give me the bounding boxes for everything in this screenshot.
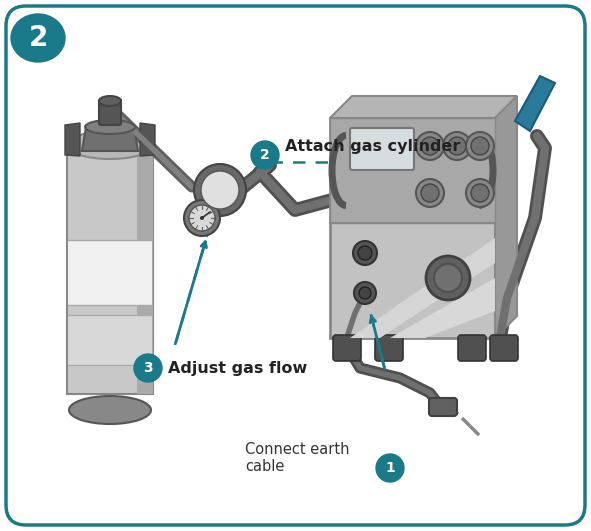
FancyBboxPatch shape bbox=[68, 240, 152, 305]
Text: 1: 1 bbox=[385, 461, 395, 475]
FancyBboxPatch shape bbox=[330, 118, 495, 338]
Circle shape bbox=[358, 246, 372, 260]
Circle shape bbox=[421, 184, 439, 202]
Text: 3: 3 bbox=[143, 361, 153, 375]
FancyBboxPatch shape bbox=[6, 6, 585, 525]
Polygon shape bbox=[515, 76, 555, 131]
Ellipse shape bbox=[99, 96, 121, 106]
Circle shape bbox=[184, 200, 220, 236]
Circle shape bbox=[443, 132, 471, 160]
Circle shape bbox=[201, 171, 239, 209]
FancyBboxPatch shape bbox=[429, 398, 457, 416]
Circle shape bbox=[426, 256, 470, 300]
FancyBboxPatch shape bbox=[99, 99, 121, 125]
Text: 2: 2 bbox=[260, 148, 270, 162]
FancyBboxPatch shape bbox=[458, 335, 486, 361]
Polygon shape bbox=[495, 96, 517, 338]
Polygon shape bbox=[390, 278, 495, 338]
Ellipse shape bbox=[85, 120, 135, 134]
FancyBboxPatch shape bbox=[333, 335, 361, 361]
Polygon shape bbox=[65, 123, 80, 156]
Circle shape bbox=[466, 132, 494, 160]
Circle shape bbox=[471, 184, 489, 202]
Polygon shape bbox=[67, 145, 153, 394]
Ellipse shape bbox=[11, 14, 65, 62]
FancyBboxPatch shape bbox=[490, 335, 518, 361]
Polygon shape bbox=[137, 145, 153, 394]
Text: Connect earth
cable: Connect earth cable bbox=[245, 442, 349, 474]
Circle shape bbox=[353, 241, 377, 265]
Circle shape bbox=[194, 164, 246, 216]
Text: 2: 2 bbox=[28, 24, 48, 52]
FancyBboxPatch shape bbox=[350, 128, 414, 170]
Circle shape bbox=[134, 354, 162, 382]
Polygon shape bbox=[82, 127, 138, 151]
FancyBboxPatch shape bbox=[375, 335, 403, 361]
FancyBboxPatch shape bbox=[330, 118, 495, 223]
Circle shape bbox=[200, 216, 204, 220]
Circle shape bbox=[421, 137, 439, 155]
Circle shape bbox=[359, 287, 371, 299]
FancyBboxPatch shape bbox=[68, 315, 152, 365]
Polygon shape bbox=[140, 123, 155, 156]
Circle shape bbox=[189, 205, 215, 231]
Circle shape bbox=[251, 141, 279, 169]
Circle shape bbox=[466, 179, 494, 207]
Circle shape bbox=[448, 137, 466, 155]
Ellipse shape bbox=[67, 131, 153, 159]
Ellipse shape bbox=[69, 396, 151, 424]
Text: Adjust gas flow: Adjust gas flow bbox=[168, 361, 307, 375]
Circle shape bbox=[416, 179, 444, 207]
Text: Attach gas cylinder: Attach gas cylinder bbox=[285, 140, 460, 155]
Circle shape bbox=[471, 137, 489, 155]
Polygon shape bbox=[350, 238, 495, 338]
Circle shape bbox=[376, 454, 404, 482]
Circle shape bbox=[354, 282, 376, 304]
Polygon shape bbox=[330, 96, 517, 118]
Circle shape bbox=[434, 264, 462, 292]
Circle shape bbox=[416, 132, 444, 160]
